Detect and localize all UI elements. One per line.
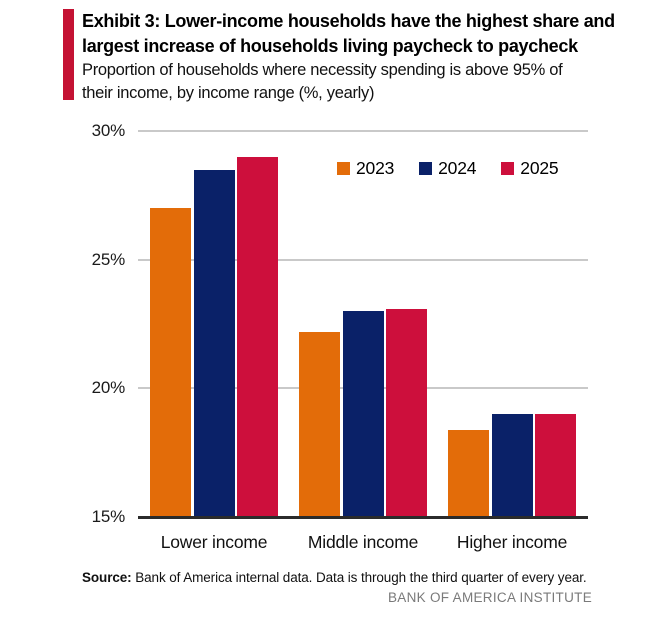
bar-higher-income-2024	[491, 414, 533, 517]
exhibit-title-line-2: largest increase of households living pa…	[82, 36, 578, 56]
bar-middle-income-2023	[299, 331, 340, 517]
legend-label-2023: 2023	[356, 158, 395, 178]
legend-item-2024: 2024	[419, 158, 476, 179]
legend-item-2023: 2023	[337, 158, 394, 179]
x-axis-baseline	[138, 516, 588, 519]
legend-label-2024: 2024	[438, 158, 477, 178]
bar-middle-income-2025	[386, 308, 427, 517]
exhibit-title-line-1: Exhibit 3: Lower-income households have …	[82, 11, 615, 31]
y-tick-label-25: 25%	[91, 249, 126, 269]
bar-lower-income-2024	[193, 169, 235, 517]
legend-swatch-2023	[337, 162, 350, 175]
legend-swatch-2024	[419, 162, 433, 175]
exhibit-subtitle: Proportion of households where necessity…	[82, 59, 647, 105]
bar-higher-income-2025	[535, 414, 576, 517]
exhibit-subtitle-line-2: their income, by income range (%, yearly…	[82, 84, 375, 102]
bar-lower-income-2023	[150, 208, 191, 517]
x-axis-label-higher-income: Higher income	[456, 532, 568, 552]
legend-item-2025: 2025	[501, 158, 559, 179]
bar-middle-income-2024	[342, 311, 384, 517]
x-axis-label-middle-income: Middle income	[307, 532, 419, 552]
accent-stripe	[63, 9, 74, 100]
institute-credit: BANK OF AMERICA INSTITUTE	[387, 590, 592, 605]
gridline-25	[138, 258, 588, 261]
legend-swatch-2025	[501, 162, 515, 175]
y-tick-label-15: 15%	[91, 507, 126, 526]
exhibit-subtitle-line-1: Proportion of households where necessity…	[82, 61, 563, 79]
source-note: Source: Bank of America internal data. D…	[82, 570, 622, 585]
exhibit-title: Exhibit 3: Lower-income households have …	[82, 9, 647, 59]
y-tick-label-30: 30%	[91, 121, 126, 140]
chart-legend: 2023 2024 2025	[337, 158, 559, 179]
source-label: Source:	[82, 570, 132, 585]
bar-higher-income-2023	[448, 429, 489, 517]
bar-lower-income-2025	[237, 156, 278, 517]
y-tick-label-20: 20%	[91, 378, 126, 398]
x-axis-label-lower-income: Lower income	[160, 532, 268, 552]
source-text: Bank of America internal data. Data is t…	[131, 570, 587, 585]
legend-label-2025: 2025	[520, 158, 559, 178]
gridline-30	[138, 130, 588, 132]
